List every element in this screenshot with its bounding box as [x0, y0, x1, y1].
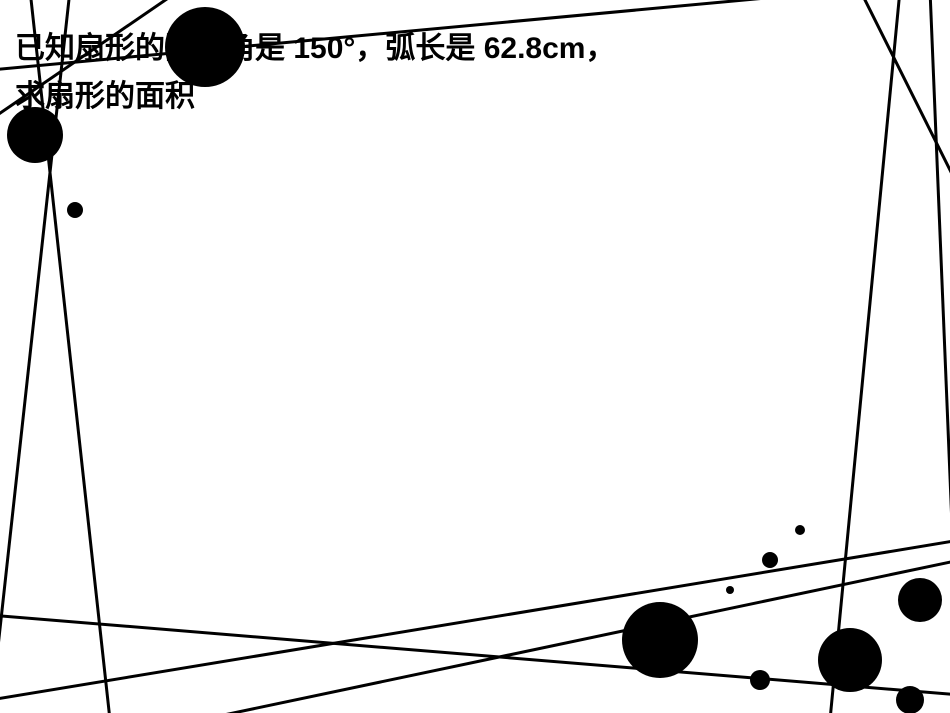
problem-text: 已知扇形的圆心角是 150°，弧长是 62.8cm， 求扇形的面积: [15, 25, 900, 121]
decor-line: [200, 560, 950, 713]
problem-line1: 已知扇形的圆心角是 150°，弧长是 62.8cm，: [15, 25, 900, 73]
decor-circle: [795, 525, 805, 535]
decor-line: [0, 615, 950, 695]
decor-circle: [67, 202, 83, 218]
decor-circle: [762, 552, 778, 568]
decor-line: [930, 0, 950, 713]
decor-circle: [818, 628, 882, 692]
decor-circle: [896, 686, 924, 713]
decor-circle: [898, 578, 942, 622]
decor-circle: [622, 602, 698, 678]
problem-line2: 求扇形的面积: [15, 73, 900, 121]
decor-circle: [726, 586, 734, 594]
decor-line: [0, 540, 950, 700]
decor-circle: [750, 670, 770, 690]
